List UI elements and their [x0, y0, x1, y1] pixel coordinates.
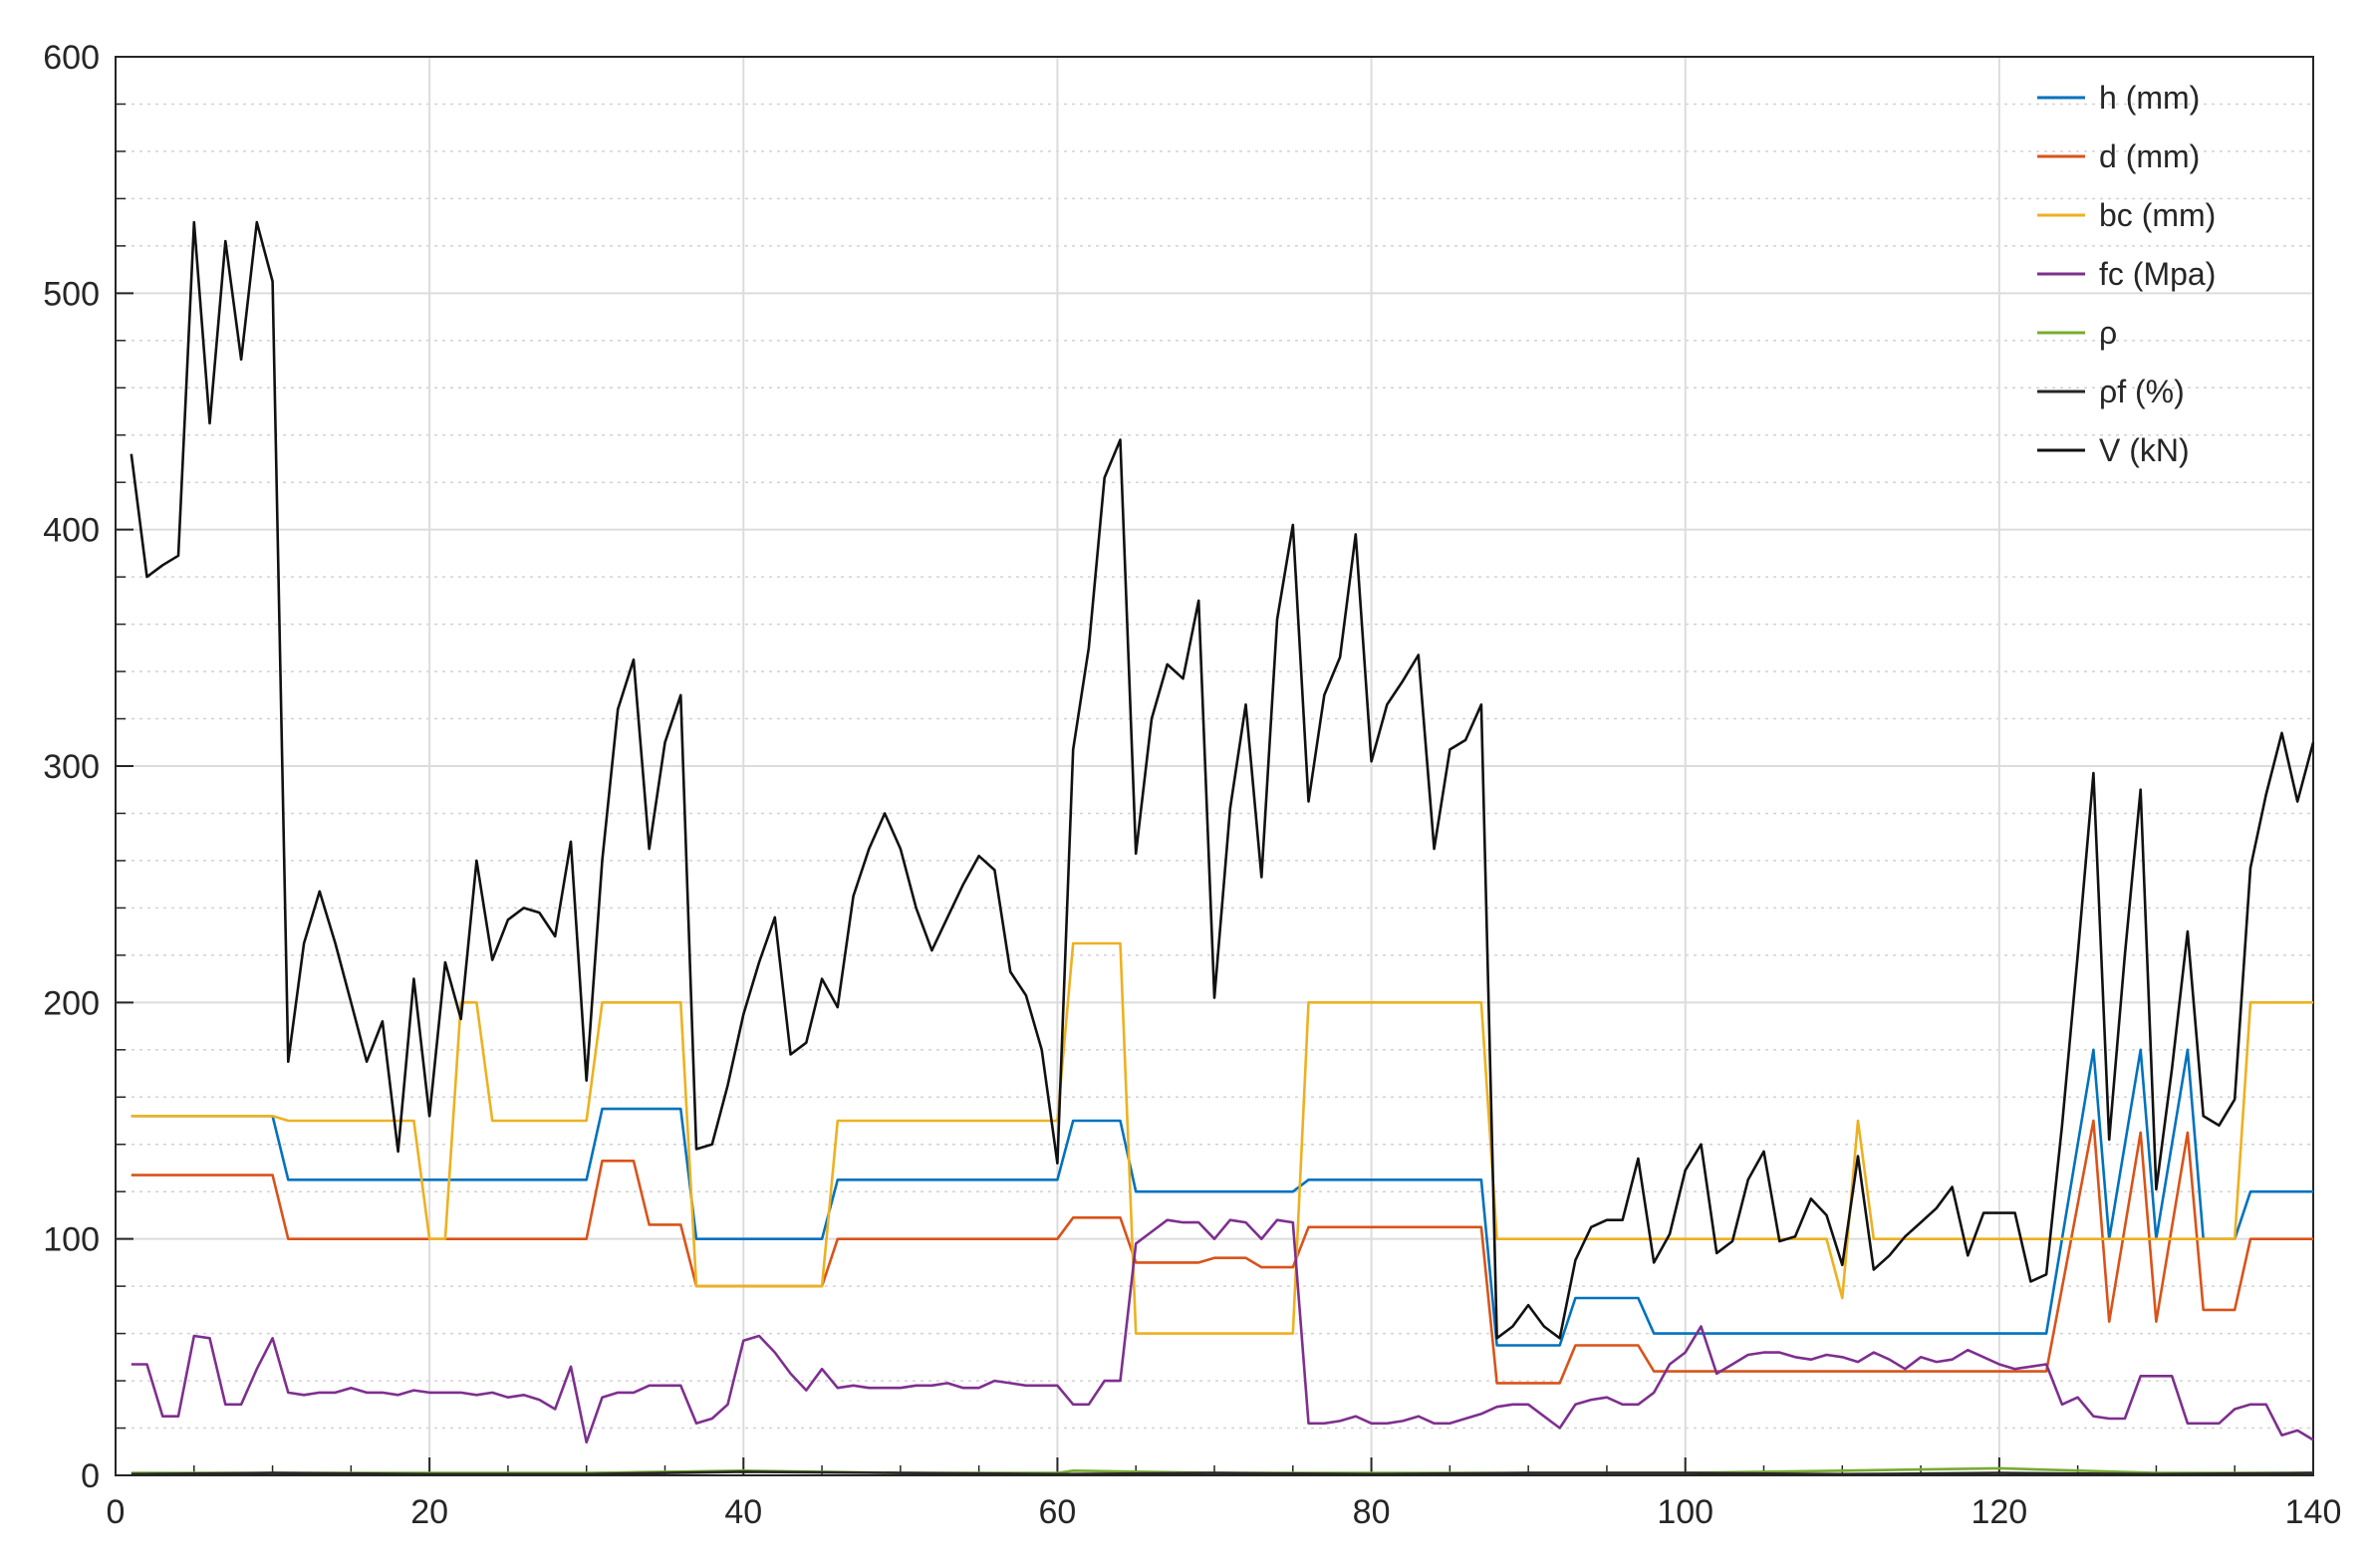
- legend: h (mm) d (mm) bc (mm) fc (Mpa) ρ ρf (%) V (kN): [2037, 80, 2216, 468]
- y-tick-label: 0: [81, 1457, 100, 1495]
- x-tick-label: 60: [1039, 1493, 1077, 1531]
- legend-label: bc (mm): [2099, 197, 2216, 233]
- series-lines: [130, 220, 2315, 1476]
- series-line-5: [131, 1470, 2314, 1476]
- x-tick-label: 80: [1353, 1493, 1391, 1531]
- y-tick-label: 300: [43, 748, 100, 786]
- legend-label: ρ: [2099, 315, 2117, 351]
- legend-label: d (mm): [2099, 138, 2200, 174]
- series-line-3: [131, 1218, 2314, 1444]
- x-tick-label: 0: [107, 1493, 126, 1531]
- legend-label: ρf (%): [2099, 374, 2185, 409]
- y-tick-label: 500: [43, 275, 100, 313]
- y-tick-label: 100: [43, 1221, 100, 1259]
- x-tick-label: 20: [410, 1493, 448, 1531]
- tick-labels: 0 100 200 300 400 500 600 0 20 40 60 80 100 120 140: [43, 39, 2341, 1531]
- legend-label: h (mm): [2099, 80, 2200, 116]
- y-tick-label: 400: [43, 512, 100, 550]
- y-tick-label: 600: [43, 39, 100, 77]
- legend-label: fc (Mpa): [2099, 256, 2216, 292]
- series-line-6: [130, 220, 2315, 1340]
- x-tick-label: 40: [724, 1493, 762, 1531]
- series-line-1: [131, 1119, 2313, 1385]
- legend-label: V (kN): [2099, 432, 2190, 468]
- x-tick-label: 100: [1657, 1493, 1713, 1531]
- series-line-2: [131, 941, 2313, 1335]
- y-tick-label: 200: [43, 984, 100, 1022]
- x-tick-label: 140: [2285, 1493, 2342, 1531]
- x-tick-label: 120: [1971, 1493, 2027, 1531]
